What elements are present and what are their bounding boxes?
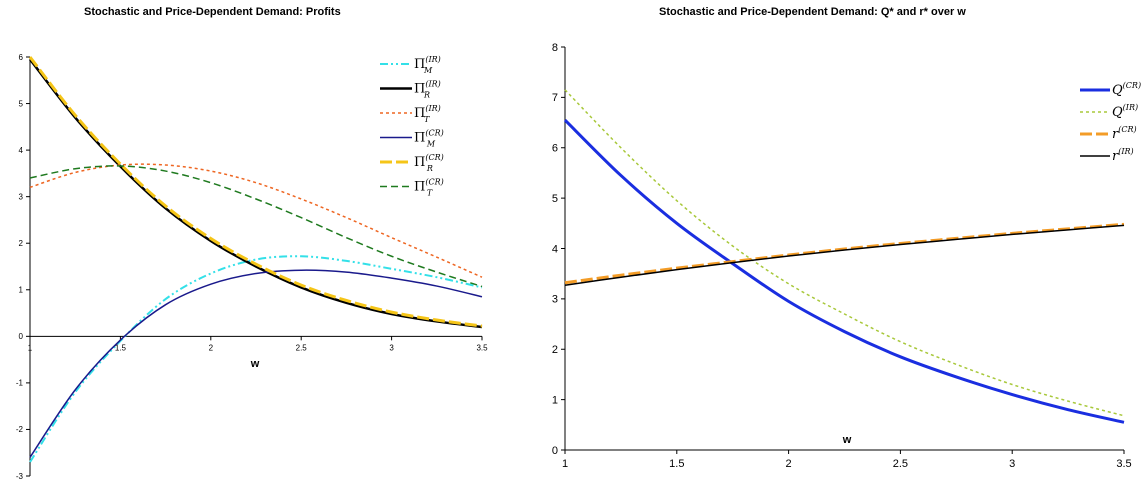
series-line-qcr-0 bbox=[563, 118, 1125, 424]
x-tick-label: 2 bbox=[209, 343, 214, 352]
legend-label: r(IR) bbox=[1112, 147, 1134, 164]
y-tick-label: 3 bbox=[552, 294, 558, 306]
y-tick-label: 4 bbox=[19, 146, 24, 155]
legend-label: Q(IR) bbox=[1112, 103, 1138, 120]
x-tick-label: 3 bbox=[1009, 458, 1015, 470]
series-line-tcr-5 bbox=[29, 165, 483, 288]
y-tick-label: 5 bbox=[552, 193, 558, 205]
legend-label: r(CR) bbox=[1112, 125, 1137, 142]
x-tick-label: 1.5 bbox=[669, 458, 684, 470]
x-tick-label: 2 bbox=[786, 458, 792, 470]
y-tick-label: -3 bbox=[16, 472, 24, 481]
series-line-qir-1 bbox=[564, 89, 1125, 417]
series-line-mcr-3 bbox=[29, 269, 483, 458]
x-axis-label: w bbox=[250, 358, 260, 370]
x-tick-label: 1 bbox=[28, 343, 33, 352]
y-tick-label: 1 bbox=[19, 286, 24, 295]
y-tick-label: 5 bbox=[19, 99, 24, 108]
legend-label: Π(IR) T bbox=[414, 104, 441, 124]
x-tick-label: 3 bbox=[389, 343, 394, 352]
x-axis-label: w bbox=[842, 434, 852, 446]
y-tick-label: 3 bbox=[19, 192, 24, 201]
series-line-rcr-2 bbox=[564, 222, 1125, 285]
chart-title-q-r: Stochastic and Price-Dependent Demand: Q… bbox=[659, 6, 966, 18]
y-tick-label: 7 bbox=[552, 92, 558, 104]
legend-label: Π(CR) M bbox=[414, 129, 444, 149]
x-tick-label: 2.5 bbox=[893, 458, 908, 470]
legend-label: Π(IR) M bbox=[414, 55, 441, 75]
y-tick-label: 8 bbox=[552, 42, 558, 54]
x-tick-label: 3.5 bbox=[1116, 458, 1131, 470]
y-tick-label: 0 bbox=[552, 445, 558, 457]
y-tick-label: 0 bbox=[19, 332, 24, 341]
chart-title-profits: Stochastic and Price-Dependent Demand: P… bbox=[84, 6, 341, 18]
y-tick-label: 6 bbox=[552, 143, 558, 155]
legend-label: Q(CR) bbox=[1112, 81, 1141, 98]
x-tick-label: 1.5 bbox=[115, 343, 127, 352]
legend-label: Π(CR) T bbox=[414, 178, 444, 198]
y-tick-label: 4 bbox=[552, 243, 558, 255]
x-tick-label: 1 bbox=[562, 458, 568, 470]
x-tick-label: 3.5 bbox=[476, 343, 488, 352]
series-line-rcr-4 bbox=[28, 56, 483, 328]
y-tick-label: 2 bbox=[19, 239, 24, 248]
series-line-rir-3 bbox=[564, 224, 1125, 287]
legend-label: Π(IR) R bbox=[414, 80, 441, 100]
series-line-rir-1 bbox=[29, 58, 483, 329]
series-line-mir-0 bbox=[29, 255, 483, 463]
y-tick-label: -2 bbox=[16, 425, 24, 434]
y-tick-label: -1 bbox=[16, 379, 24, 388]
y-tick-label: 6 bbox=[19, 53, 24, 62]
y-tick-label: 1 bbox=[552, 394, 558, 406]
x-tick-label: 2.5 bbox=[296, 343, 308, 352]
legend-label: Π(CR) R bbox=[414, 153, 444, 173]
y-tick-label: 2 bbox=[552, 344, 558, 356]
